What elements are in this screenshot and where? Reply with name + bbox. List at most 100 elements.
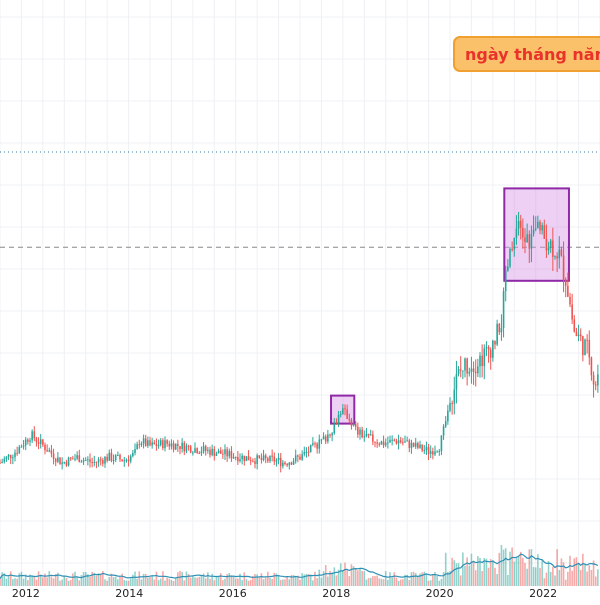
- candle-body: [164, 440, 166, 449]
- volume-bar: [31, 576, 33, 586]
- candle-body: [172, 443, 175, 450]
- candle-body: [541, 225, 543, 231]
- volume-bar: [378, 578, 381, 586]
- volume-bar: [159, 578, 162, 586]
- candle-body: [157, 444, 160, 447]
- volume-bar: [464, 565, 466, 586]
- candle-body: [393, 439, 396, 441]
- volume-bar: [483, 558, 486, 586]
- volume-bar: [27, 580, 29, 586]
- volume-bar: [479, 557, 481, 586]
- volume-bar: [119, 575, 121, 586]
- x-tick-label-2014: 2014: [115, 587, 144, 600]
- candle-body: [213, 448, 216, 456]
- candle-body: [286, 463, 288, 466]
- candle-body: [170, 443, 173, 447]
- volume-bar: [106, 580, 108, 586]
- volume-bar: [331, 572, 333, 586]
- volume-bar: [339, 563, 342, 586]
- candle-body: [142, 438, 145, 444]
- candle-body: [543, 225, 546, 239]
- candle-body: [200, 451, 203, 454]
- candle-body: [16, 452, 18, 454]
- candle-body: [577, 334, 580, 336]
- volume-bar: [288, 579, 291, 586]
- x-tick-label-2012: 2012: [11, 587, 40, 600]
- candle-body: [284, 462, 286, 464]
- volume-bar: [354, 568, 357, 586]
- candle-body: [166, 440, 168, 444]
- highlight-box-2: [503, 187, 570, 282]
- volume-bar: [301, 573, 303, 586]
- volume-bar: [575, 557, 578, 586]
- candle-body: [237, 457, 239, 462]
- candle-body: [22, 445, 25, 447]
- volume-bar: [517, 555, 520, 586]
- candle-body: [322, 436, 325, 440]
- candle-body: [597, 374, 599, 386]
- volume-bar: [198, 576, 201, 586]
- volume-bar: [560, 558, 563, 586]
- volume-bar: [22, 578, 25, 586]
- candle-body: [312, 443, 314, 445]
- candle-body: [414, 443, 417, 447]
- candle-body: [277, 457, 280, 461]
- volume-bar: [399, 579, 402, 586]
- candle-body: [228, 451, 231, 457]
- volume-bar: [348, 576, 351, 586]
- candle-body: [481, 355, 483, 367]
- volume-bar: [179, 571, 181, 586]
- candle-body: [168, 443, 171, 447]
- volume-bar: [545, 572, 548, 586]
- volume-bar: [155, 571, 158, 586]
- candle-body: [560, 249, 563, 256]
- volume-bar: [547, 560, 550, 586]
- candle-body: [97, 459, 100, 463]
- volume-bar: [277, 575, 280, 586]
- candle-body: [129, 456, 132, 462]
- candle-body: [442, 426, 445, 436]
- volume-bar: [327, 576, 329, 586]
- candle-body: [449, 403, 451, 411]
- volume-bar: [292, 574, 295, 586]
- volume-bar: [316, 578, 318, 586]
- volume-bar: [136, 578, 138, 586]
- volume-bar: [183, 580, 186, 586]
- volume-bar: [389, 572, 391, 586]
- volume-bar: [584, 563, 586, 586]
- volume-bar: [252, 576, 254, 586]
- candle-body: [52, 453, 55, 459]
- volume-bar: [162, 571, 164, 586]
- candle-body: [194, 448, 196, 453]
- volume-bar: [241, 580, 243, 586]
- candle-body: [134, 449, 136, 453]
- volume-bar: [72, 573, 74, 586]
- volume-bar: [192, 575, 194, 586]
- volume-bar: [140, 579, 143, 586]
- volume-bar: [249, 579, 252, 586]
- candle-body: [507, 266, 509, 271]
- candle-body: [207, 449, 209, 451]
- candle-body: [354, 423, 357, 427]
- x-tick-label-2022: 2022: [529, 587, 558, 600]
- volume-bar: [256, 574, 258, 586]
- volume-bar: [35, 579, 38, 586]
- x-axis-strip: [0, 586, 600, 600]
- candle-body: [549, 240, 552, 248]
- volume-bar: [204, 578, 207, 586]
- volume-bar: [511, 547, 513, 586]
- candle-body: [95, 461, 98, 463]
- candle-body: [138, 444, 141, 446]
- volume-bar: [147, 577, 149, 586]
- candle-body: [425, 447, 428, 451]
- volume-bar: [99, 573, 102, 586]
- volume-bar: [196, 577, 198, 586]
- candle-body: [204, 446, 207, 451]
- volume-bar: [20, 571, 23, 586]
- candle-body: [162, 440, 164, 449]
- volume-bar: [524, 562, 526, 586]
- volume-bar: [372, 576, 374, 586]
- candle-body: [185, 445, 188, 452]
- candle-body: [132, 452, 134, 457]
- candle-body: [421, 444, 423, 451]
